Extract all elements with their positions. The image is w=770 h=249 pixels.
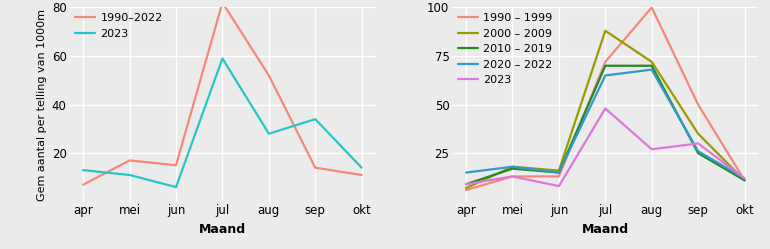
2020 – 2022 [694,150,703,153]
2000 – 2009 [461,187,470,189]
Line: 2023: 2023 [466,109,745,186]
1990–2022 [172,164,181,167]
Y-axis label: Gem aantal per telling van 1000m: Gem aantal per telling van 1000m [38,8,48,201]
2023 [554,185,564,188]
2010 – 2019 [647,64,656,67]
Legend: 1990–2022, 2023: 1990–2022, 2023 [75,13,162,39]
Line: 2023: 2023 [83,59,362,187]
2000 – 2009 [647,60,656,63]
1990 – 1999 [508,175,517,178]
2023 [601,107,610,110]
2000 – 2009 [601,29,610,32]
2023 [79,169,88,172]
2023 [357,166,367,169]
2000 – 2009 [694,132,703,135]
2000 – 2009 [554,169,564,172]
2000 – 2009 [740,179,749,182]
1990–2022 [79,183,88,186]
2010 – 2019 [740,179,749,182]
2023 [508,175,517,178]
X-axis label: Maand: Maand [199,223,246,236]
2020 – 2022 [647,68,656,71]
Legend: 1990 – 1999, 2000 – 2009, 2010 – 2019, 2020 – 2022, 2023: 1990 – 1999, 2000 – 2009, 2010 – 2019, 2… [457,13,553,85]
1990 – 1999 [740,179,749,182]
2010 – 2019 [461,183,470,186]
1990–2022 [125,159,134,162]
X-axis label: Maand: Maand [582,223,629,236]
1990 – 1999 [601,60,610,63]
2010 – 2019 [601,64,610,67]
2023 [264,132,273,135]
2020 – 2022 [601,74,610,77]
1990–2022 [310,166,320,169]
2020 – 2022 [508,165,517,168]
2023 [310,118,320,121]
1990–2022 [264,74,273,77]
2023 [694,142,703,145]
1990–2022 [357,174,367,177]
2023 [461,183,470,186]
2010 – 2019 [554,171,564,174]
2023 [218,57,227,60]
Line: 2020 – 2022: 2020 – 2022 [466,70,745,178]
2010 – 2019 [694,152,703,155]
Line: 1990–2022: 1990–2022 [83,2,362,185]
2020 – 2022 [554,171,564,174]
2023 [647,148,656,151]
2000 – 2009 [508,165,517,168]
Line: 2010 – 2019: 2010 – 2019 [466,66,745,184]
2023 [172,186,181,189]
1990 – 1999 [647,6,656,9]
1990 – 1999 [461,188,470,191]
Line: 1990 – 1999: 1990 – 1999 [466,7,745,190]
1990–2022 [218,1,227,4]
2010 – 2019 [508,167,517,170]
1990 – 1999 [694,103,703,106]
2023 [740,177,749,180]
1990 – 1999 [554,175,564,178]
2020 – 2022 [461,171,470,174]
Line: 2000 – 2009: 2000 – 2009 [466,31,745,188]
2020 – 2022 [740,177,749,180]
2023 [125,174,134,177]
